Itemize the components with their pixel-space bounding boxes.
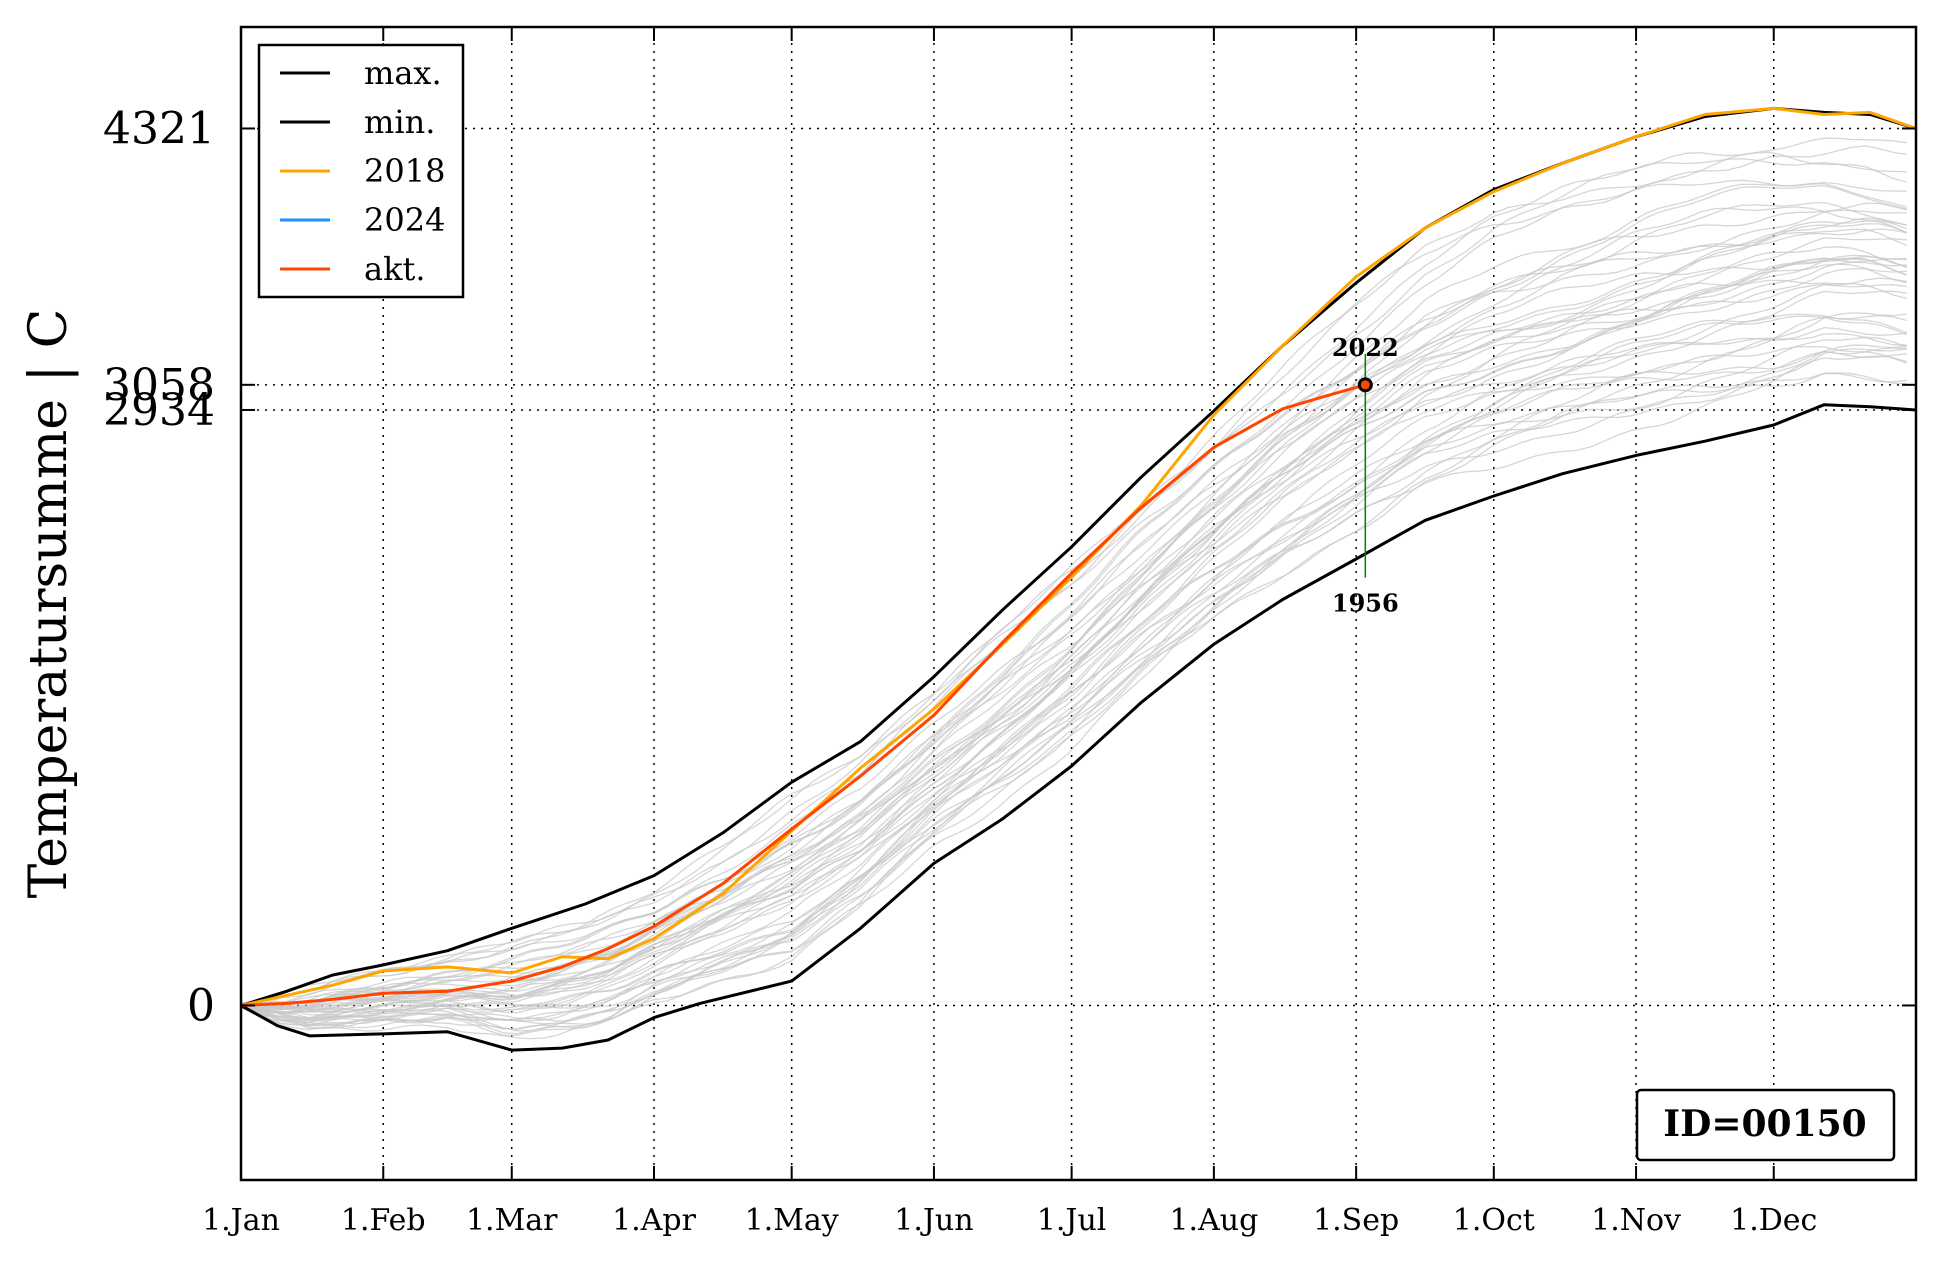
- historical-year-line: [240, 183, 1907, 1007]
- x-tick-label: 1.Oct: [1453, 1203, 1535, 1238]
- historical-year-line: [240, 179, 1907, 1008]
- historical-year-line: [240, 209, 1907, 1009]
- x-axis-ticks: 1.Jan 1.Feb 1.Mar 1.Apr 1.May 1.Jun 1.Jul 1.Aug…: [202, 27, 1817, 1238]
- historical-year-line: [240, 201, 1907, 1008]
- historical-year-line: [240, 237, 1907, 1010]
- historical-year-line: [240, 336, 1908, 1032]
- historical-year-line: [240, 267, 1907, 1011]
- historical-year-line: [240, 263, 1907, 1016]
- historical-year-line: [240, 258, 1908, 1014]
- historical-year-line: [240, 355, 1907, 1040]
- historical-year-line: [240, 255, 1908, 1015]
- current-value-marker: [1357, 377, 1373, 393]
- plot-frame: [239, 25, 1918, 1182]
- legend: max. min. 2018 2024 akt.: [257, 43, 465, 299]
- historical-year-line: [240, 312, 1907, 1021]
- y-axis-label: Temperatursumme | C: [19, 309, 79, 899]
- x-tick-label: 1.Jan: [202, 1203, 280, 1238]
- x-tick-label: 1.Sep: [1313, 1203, 1399, 1238]
- historical-year-line: [240, 228, 1907, 1007]
- historical-year-line: [240, 345, 1908, 1026]
- historical-year-line: [240, 326, 1907, 1022]
- x-tick-label: 1.Feb: [341, 1203, 426, 1238]
- legend-label: 2024: [364, 201, 445, 239]
- historical-year-line: [240, 246, 1907, 1013]
- x-tick-label: 1.Dec: [1730, 1203, 1817, 1238]
- x-tick-label: 1.Aug: [1169, 1203, 1258, 1238]
- x-tick-label: 1.Mar: [466, 1203, 558, 1238]
- historical-year-lines: [240, 137, 1908, 1040]
- historical-year-line: [240, 151, 1907, 1008]
- historical-year-line: [240, 185, 1907, 1008]
- historical-year-line: [240, 313, 1908, 1021]
- series-line-2018: [240, 106, 1917, 1007]
- station-id-label: ID=00150: [1663, 1103, 1866, 1145]
- id-box-frame: [1635, 1088, 1896, 1162]
- historical-year-line: [240, 277, 1907, 1013]
- series-line-akt: [240, 383, 1366, 1007]
- y-tick-label: 3058: [103, 360, 215, 411]
- legend-label: akt.: [364, 250, 426, 288]
- x-tick-label: 1.Jun: [894, 1203, 973, 1238]
- y-tick-label: 2934: [103, 385, 215, 436]
- series-line-max: [240, 106, 1917, 1007]
- historical-year-line: [240, 257, 1908, 1014]
- historical-year-line: [240, 372, 1907, 1030]
- annotation-layer: 2022 1956: [1332, 333, 1399, 618]
- historical-year-line: [240, 284, 1907, 1019]
- x-tick-label: 1.Jul: [1037, 1203, 1107, 1238]
- historical-year-line: [240, 223, 1908, 1011]
- historical-year-line: [240, 314, 1907, 1024]
- x-tick-label: 1.Nov: [1591, 1203, 1681, 1238]
- annotation-max-year: 2022: [1332, 333, 1399, 362]
- historical-year-line: [240, 206, 1908, 1010]
- annotation-min-year: 1956: [1332, 589, 1399, 618]
- historical-year-line: [240, 333, 1907, 1022]
- historical-year-line: [240, 228, 1908, 1011]
- legend-label: max.: [364, 54, 442, 92]
- y-tick-label: 0: [187, 980, 215, 1031]
- grid-lines: [241, 27, 1916, 1180]
- x-tick-label: 1.May: [745, 1203, 839, 1238]
- x-tick-label: 1.Apr: [612, 1203, 696, 1238]
- series-lines: [240, 106, 1917, 1052]
- historical-year-line: [240, 290, 1907, 1020]
- station-id-box: ID=00150: [1635, 1088, 1896, 1162]
- historical-year-line: [240, 202, 1907, 1006]
- historical-year-line: [240, 217, 1907, 1008]
- historical-year-line: [240, 344, 1907, 1035]
- legend-label: min.: [364, 103, 435, 141]
- historical-year-line: [240, 315, 1908, 1022]
- historical-year-line: [240, 348, 1907, 1037]
- historical-year-line: [240, 279, 1907, 1014]
- legend-label: 2018: [364, 152, 445, 190]
- historical-year-line: [240, 372, 1907, 1030]
- y-tick-label: 4321: [103, 103, 215, 154]
- series-line-min: [240, 403, 1917, 1052]
- historical-year-line: [240, 261, 1907, 1010]
